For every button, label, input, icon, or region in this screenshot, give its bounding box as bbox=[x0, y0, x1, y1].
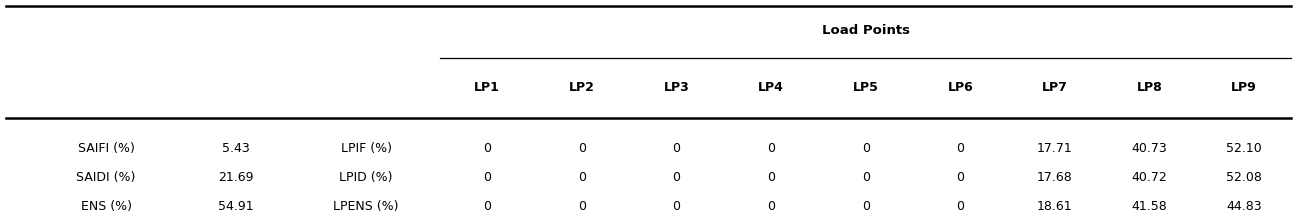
Text: 0: 0 bbox=[578, 199, 586, 213]
Text: 0: 0 bbox=[956, 199, 964, 213]
Text: 0: 0 bbox=[673, 142, 681, 155]
Text: 0: 0 bbox=[956, 171, 964, 184]
Text: SAIFI (%): SAIFI (%) bbox=[78, 142, 135, 155]
Text: 5.43: 5.43 bbox=[221, 142, 250, 155]
Text: 40.73: 40.73 bbox=[1132, 142, 1167, 155]
Text: LP4: LP4 bbox=[758, 81, 784, 94]
Text: LP7: LP7 bbox=[1042, 81, 1068, 94]
Text: 0: 0 bbox=[767, 142, 775, 155]
Text: LP5: LP5 bbox=[853, 81, 879, 94]
Text: LP2: LP2 bbox=[569, 81, 595, 94]
Text: 41.58: 41.58 bbox=[1132, 199, 1167, 213]
Text: 54.91: 54.91 bbox=[217, 199, 254, 213]
Text: LP6: LP6 bbox=[947, 81, 973, 94]
Text: 0: 0 bbox=[483, 171, 492, 184]
Text: 0: 0 bbox=[767, 199, 775, 213]
Text: 52.10: 52.10 bbox=[1227, 142, 1262, 155]
Text: LPENS (%): LPENS (%) bbox=[334, 199, 399, 213]
Text: 0: 0 bbox=[483, 142, 492, 155]
Text: Load Points: Load Points bbox=[822, 24, 910, 37]
Text: 0: 0 bbox=[673, 171, 681, 184]
Text: 52.08: 52.08 bbox=[1227, 171, 1262, 184]
Text: LPIF (%): LPIF (%) bbox=[340, 142, 392, 155]
Text: 0: 0 bbox=[578, 142, 586, 155]
Text: 0: 0 bbox=[673, 199, 681, 213]
Text: 17.68: 17.68 bbox=[1036, 171, 1073, 184]
Text: 0: 0 bbox=[956, 142, 964, 155]
Text: LP1: LP1 bbox=[475, 81, 501, 94]
Text: LP9: LP9 bbox=[1231, 81, 1256, 94]
Text: 17.71: 17.71 bbox=[1036, 142, 1073, 155]
Text: 0: 0 bbox=[862, 171, 870, 184]
Text: 0: 0 bbox=[767, 171, 775, 184]
Text: 21.69: 21.69 bbox=[217, 171, 254, 184]
Text: LPID (%): LPID (%) bbox=[339, 171, 393, 184]
Text: 0: 0 bbox=[578, 171, 586, 184]
Text: 40.72: 40.72 bbox=[1132, 171, 1167, 184]
Text: 0: 0 bbox=[862, 142, 870, 155]
Text: 0: 0 bbox=[862, 199, 870, 213]
Text: 18.61: 18.61 bbox=[1036, 199, 1073, 213]
Text: ENS (%): ENS (%) bbox=[80, 199, 132, 213]
Text: SAIDI (%): SAIDI (%) bbox=[76, 171, 136, 184]
Text: 44.83: 44.83 bbox=[1227, 199, 1262, 213]
Text: LP3: LP3 bbox=[664, 81, 690, 94]
Text: LP8: LP8 bbox=[1136, 81, 1162, 94]
Text: 0: 0 bbox=[483, 199, 492, 213]
